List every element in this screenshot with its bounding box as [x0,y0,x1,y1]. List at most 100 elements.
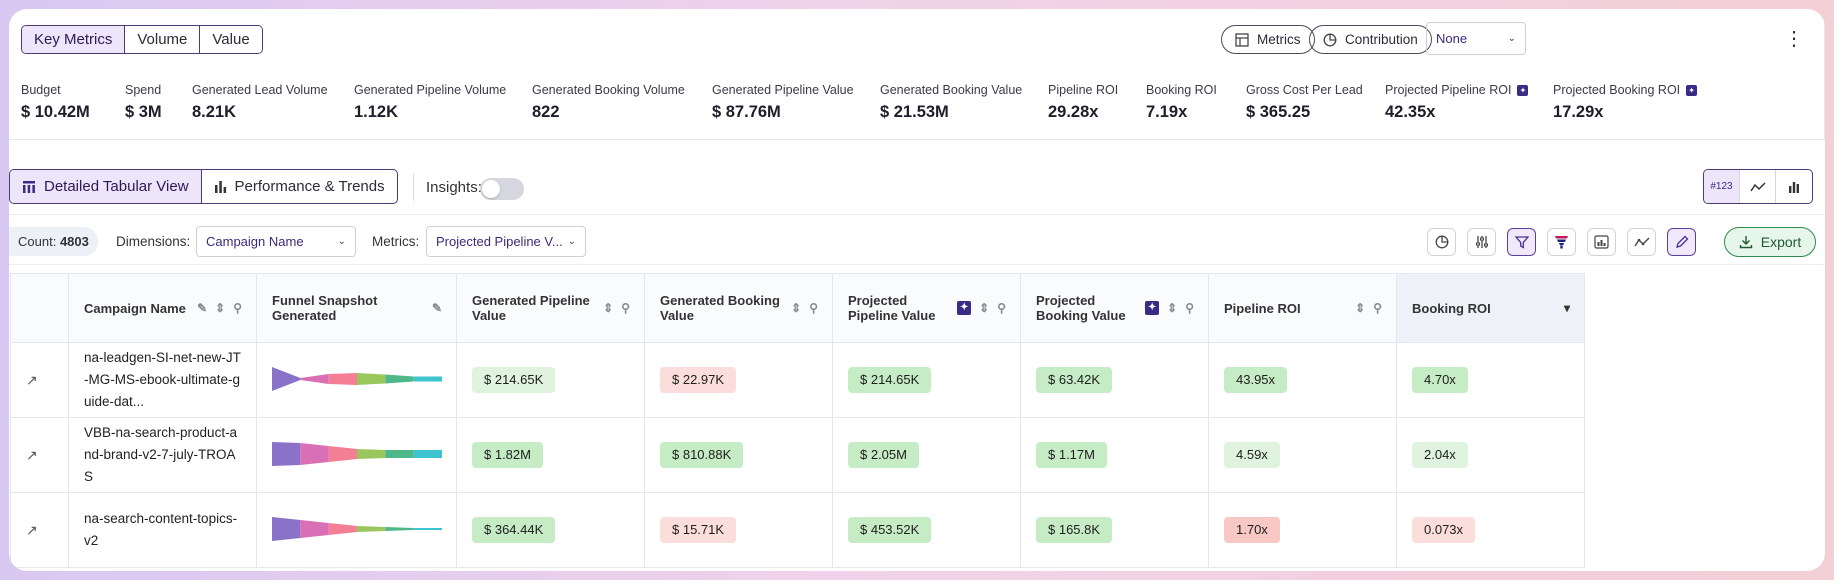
metric-value: $ 87.76M [712,103,781,121]
chart-settings-icon [1594,235,1609,249]
generated-booking-value-badge: $ 15.71K [660,517,737,543]
generated-pipeline-value-badge: $ 364.44K [472,517,556,543]
metric-value: 29.28x [1048,103,1099,121]
metric-generated-pipeline-value: Generated Pipeline Value $ 87.76M [712,83,854,122]
dimensions-select[interactable]: Campaign Name ⌄ [196,226,356,257]
tab-detailed-tabular-view[interactable]: Detailed Tabular View [10,170,202,203]
more-options-icon[interactable]: ⋮ [1784,28,1804,50]
bar-chart-mode-button[interactable] [1776,170,1812,203]
search-icon[interactable]: ⚲ [997,301,1006,315]
metric-label: Generated Pipeline Volume [354,83,507,97]
chevron-down-icon: ⌄ [337,236,346,247]
sort-icon[interactable]: ⇕ [603,301,614,315]
metric-spend: Spend $ 3M [125,83,162,122]
metric-value: 42.35x [1385,103,1436,121]
adjust-columns-button[interactable] [1467,228,1496,256]
funnel-segment [328,445,357,462]
search-icon[interactable]: ⚲ [809,301,818,315]
export-button[interactable]: Export [1724,227,1816,257]
sort-desc-icon[interactable]: ▾ [1563,301,1570,315]
generated-booking-value-badge: $ 810.88K [660,442,744,468]
header-label: Campaign Name [84,300,186,316]
chart-view-button[interactable] [1587,228,1616,256]
display-mode-switcher: #123 [1703,169,1813,204]
header-label: Pipeline ROI [1224,300,1301,316]
projected-booking-value-badge: $ 165.8K [1036,517,1113,543]
metrics-select[interactable]: Projected Pipeline V... ⌄ [426,226,586,257]
open-link-icon[interactable]: ↗ [26,371,38,388]
chevron-down-icon: ⌄ [567,236,576,247]
filter-icon [1514,236,1529,249]
pie-chart-button[interactable] [1427,228,1456,256]
metric-label: Spend [125,83,162,97]
pencil-icon [1675,235,1688,248]
sort-icon[interactable]: ⇕ [979,301,990,315]
trend-button[interactable] [1627,228,1656,256]
search-icon[interactable]: ⚲ [1185,301,1194,315]
sort-icon[interactable]: ⇕ [791,301,802,315]
header-label: Generated Pipeline Value [472,293,590,323]
table-header-row: Campaign Name ✎ ⇕ ⚲ Funnel Snapshot Generat… [10,273,1585,343]
pie-chart-icon [1323,33,1337,46]
view-switcher: Detailed Tabular View Performance & Tren… [9,169,398,204]
sort-icon[interactable]: ⇕ [1167,301,1178,315]
projection-icon: ✦ [1517,84,1529,96]
divider [9,214,1825,215]
sort-icon[interactable]: ⇕ [1355,301,1366,315]
sort-icon[interactable]: ⇕ [215,301,226,315]
funnel-button[interactable] [1547,228,1576,256]
header-generated-pipeline-value[interactable]: Generated Pipeline Value ⇕ ⚲ [456,273,645,343]
header-projected-pipeline-value[interactable]: Projected Pipeline Value ✦ ⇕ ⚲ [832,273,1021,343]
search-icon[interactable]: ⚲ [1373,301,1382,315]
tab-value[interactable]: Value [200,26,262,53]
grid-icon [1235,32,1249,47]
chevron-down-icon: ⌄ [1507,33,1516,44]
filter-button[interactable] [1507,228,1536,256]
highlight-button[interactable] [1667,228,1696,256]
metric-booking-roi: Booking ROI 7.19x [1146,83,1217,122]
table-row: ↗ na-search-content-topics-v2 $ 364.44K … [10,492,1585,568]
metric-projected-booking-roi: Projected Booking ROI ✦ 17.29x [1553,83,1698,122]
funnel-snapshot-cell [256,342,457,418]
header-pipeline-roi[interactable]: Pipeline ROI ⇕ ⚲ [1208,273,1397,343]
contribution-select[interactable]: None ⌄ [1426,22,1526,55]
open-link-icon[interactable]: ↗ [26,521,38,538]
search-icon[interactable]: ⚲ [233,301,242,315]
funnel-segment [272,366,301,391]
header-label: Projected Booking Value [1036,293,1126,323]
table-icon [23,180,35,193]
funnel-segment [357,525,386,532]
metric-label: Generated Pipeline Value [712,83,854,97]
metrics-button-label: Metrics [1257,32,1301,47]
line-chart-mode-button[interactable] [1740,170,1776,203]
header-booking-roi[interactable]: Booking ROI ▾ [1396,273,1585,343]
pin-icon[interactable]: ✎ [197,301,208,315]
table-row: ↗ VBB-na-search-product-and-brand-v2-7-j… [10,417,1585,493]
header-funnel-snapshot[interactable]: Funnel Snapshot Generated ✎ [256,273,457,343]
metric-value: 17.29x [1553,103,1604,121]
metric-label: Booking ROI [1146,83,1217,97]
metric-value: $ 10.42M [21,103,90,121]
tab-volume[interactable]: Volume [125,26,201,53]
metric-generated-pipeline-volume: Generated Pipeline Volume 1.12K [354,83,506,122]
open-link-icon[interactable]: ↗ [26,446,38,463]
header-generated-booking-value[interactable]: Generated Booking Value ⇕ ⚲ [644,273,833,343]
header-label: Funnel Snapshot Generated [272,293,378,323]
number-format-button[interactable]: #123 [1704,170,1740,203]
pin-icon[interactable]: ✎ [431,301,442,315]
divider [413,173,414,201]
insights-toggle[interactable] [480,178,524,200]
tab-performance-trends[interactable]: Performance & Trends [202,170,397,203]
projected-booking-value-badge: $ 1.17M [1036,442,1107,468]
metrics-button[interactable]: Metrics [1221,25,1315,54]
projection-icon: ✦ [1686,84,1698,96]
funnel-segment [385,449,414,458]
dimensions-label: Dimensions: [116,234,191,249]
tab-key-metrics[interactable]: Key Metrics [22,26,126,53]
header-projected-booking-value[interactable]: Projected Booking Value ✦ ⇕ ⚲ [1020,273,1209,343]
header-campaign-name[interactable]: Campaign Name ✎ ⇕ ⚲ [68,273,257,343]
search-icon[interactable]: ⚲ [621,301,630,315]
divider [9,264,1825,265]
key-metrics-panel: Key Metrics Volume Value Metrics Contrib… [9,9,1825,140]
contribution-button[interactable]: Contribution [1309,25,1432,54]
